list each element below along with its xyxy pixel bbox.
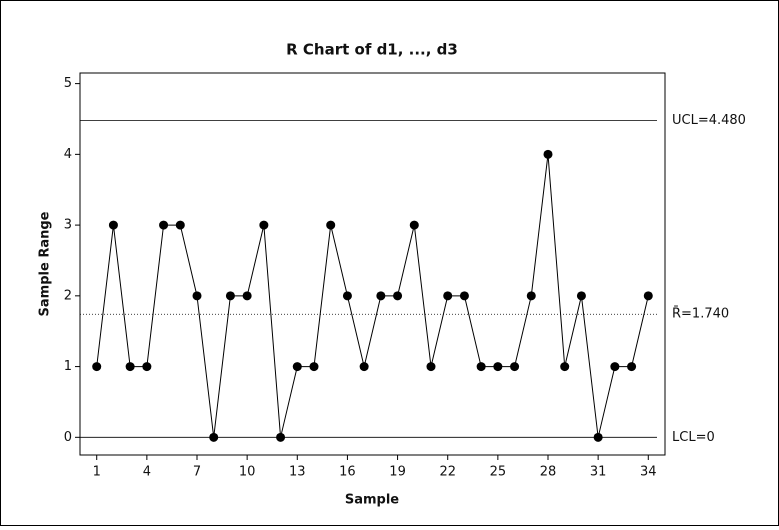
control-label: R̄=1.740 <box>672 306 729 321</box>
control-label: UCL=4.480 <box>672 113 746 128</box>
data-point <box>176 221 185 230</box>
data-point <box>126 362 135 371</box>
data-point <box>259 221 268 230</box>
data-point <box>209 433 218 442</box>
data-point <box>243 291 252 300</box>
y-tick-label: 1 <box>64 359 72 374</box>
data-point <box>92 362 101 371</box>
data-point <box>560 362 569 371</box>
x-tick-label: 13 <box>289 465 306 480</box>
outer-frame <box>1 1 779 526</box>
y-axis-title: Sample Range <box>38 211 53 316</box>
y-tick-label: 5 <box>64 76 72 91</box>
x-tick-label: 7 <box>193 465 201 480</box>
data-point <box>627 362 636 371</box>
data-point <box>644 291 653 300</box>
x-tick-label: 19 <box>389 465 406 480</box>
x-tick-label: 4 <box>143 465 151 480</box>
x-tick-label: 22 <box>439 465 456 480</box>
data-point <box>410 221 419 230</box>
data-point <box>577 291 586 300</box>
data-point <box>193 291 202 300</box>
data-point <box>276 433 285 442</box>
data-point <box>293 362 302 371</box>
y-tick-label: 2 <box>64 288 72 303</box>
data-point <box>109 221 118 230</box>
x-tick-label: 31 <box>590 465 607 480</box>
data-point <box>493 362 502 371</box>
data-point <box>343 291 352 300</box>
data-point <box>393 291 402 300</box>
data-point <box>594 433 603 442</box>
x-tick-label: 28 <box>540 465 557 480</box>
data-point <box>226 291 235 300</box>
data-point <box>310 362 319 371</box>
data-point <box>427 362 436 371</box>
x-tick-label: 1 <box>93 465 101 480</box>
x-axis-title: Sample <box>345 493 399 508</box>
x-tick-label: 16 <box>339 465 356 480</box>
data-point <box>376 291 385 300</box>
x-tick-label: 10 <box>239 465 256 480</box>
data-point <box>544 150 553 159</box>
control-label: LCL=0 <box>672 430 715 445</box>
data-point <box>477 362 486 371</box>
data-point <box>443 291 452 300</box>
data-point <box>326 221 335 230</box>
chart-title: R Chart of d1, ..., d3 <box>286 41 458 59</box>
y-tick-label: 4 <box>64 147 72 162</box>
x-tick-label: 25 <box>490 465 507 480</box>
data-point <box>159 221 168 230</box>
x-tick-label: 34 <box>640 465 657 480</box>
data-point <box>527 291 536 300</box>
data-point <box>360 362 369 371</box>
y-tick-label: 0 <box>64 430 72 445</box>
data-point <box>142 362 151 371</box>
data-point <box>460 291 469 300</box>
data-point <box>610 362 619 371</box>
data-point <box>510 362 519 371</box>
y-tick-label: 3 <box>64 218 72 233</box>
chart: R Chart of d1, ..., d3 Sample Sample Ran… <box>0 0 779 526</box>
